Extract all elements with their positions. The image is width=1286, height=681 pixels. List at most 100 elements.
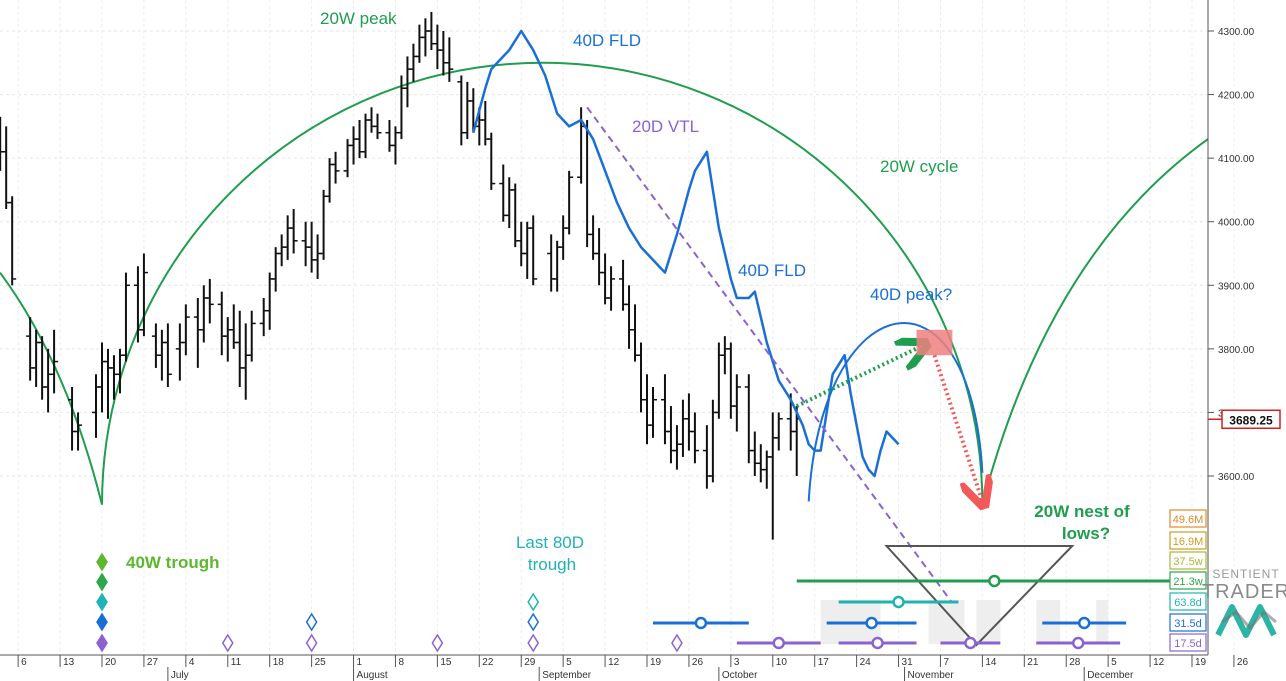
projection-arrow-up (795, 346, 923, 408)
date-tick-label: 7 (943, 657, 949, 668)
period-label: 21.3w (1173, 576, 1202, 588)
date-tick-label: 28 (1069, 657, 1081, 668)
price-bars (0, 11, 801, 540)
month-tick-label: October (722, 670, 758, 681)
period-box (1169, 551, 1207, 570)
date-tick-label: 31 (902, 657, 914, 668)
date-tick-label: 12 (608, 657, 620, 668)
date-tick-label: 29 (524, 657, 536, 668)
date-tick-label: 17 (818, 657, 830, 668)
period-box (1169, 531, 1207, 550)
period-label: 31.5d (1174, 618, 1202, 630)
projection-arrows (795, 329, 1075, 647)
date-tick-label: 5 (566, 657, 572, 668)
period-label: 49.6M (1173, 514, 1204, 526)
date-tick-label: 1 (357, 657, 363, 668)
date-tick-label: 12 (1153, 657, 1165, 668)
date-tick-label: 26 (692, 657, 704, 668)
month-tick-label: September (542, 670, 592, 681)
label-20d-vtl: 20D VTL (632, 117, 699, 136)
period-label: 17.5d (1174, 638, 1202, 650)
date-tick-label: 19 (1195, 657, 1207, 668)
date-tick-label: 25 (315, 657, 327, 668)
date-tick-label: 4 (189, 657, 195, 668)
trough-marker-20w (96, 572, 108, 592)
range-21w-center (988, 574, 1001, 588)
cycle-20w-arc-right (981, 138, 1209, 505)
label-40w-trough: 40W trough (126, 553, 220, 572)
price-tick-label: 3800.00 (1218, 345, 1255, 356)
period-label: 16.9M (1173, 536, 1204, 548)
cycle-arcs (0, 61, 1209, 505)
price-tick-label: 4000.00 (1218, 218, 1255, 229)
period-box (1169, 613, 1207, 632)
label-40d-fld-mid: 40D FLD (738, 261, 806, 280)
projection-target-box (916, 329, 953, 356)
price-tick-label: 4300.00 (1218, 27, 1255, 38)
projection-band (928, 600, 965, 644)
trough-marker-20d-hollow (221, 633, 234, 653)
label-nest-1: 20W nest of (1034, 502, 1130, 521)
period-box (1169, 633, 1207, 652)
range-31d-a-center (694, 616, 708, 630)
cycle-20w-arc-main (101, 61, 984, 505)
month-tick-label: December (1087, 670, 1134, 681)
price-axis: 3600.003700.003800.003900.004000.004100.… (1207, 0, 1281, 655)
trough-marker-20d (96, 633, 108, 653)
cycle-ranges: 49.6M 16.9M 37.5w 21.3w 63.8d 31.5d 17.5d (652, 509, 1207, 652)
price-tick-label: 3900.00 (1218, 281, 1255, 292)
label-20w-peak: 20W peak (320, 9, 397, 28)
date-tick-label: 24 (860, 657, 872, 668)
trough-marker-40w (96, 552, 108, 572)
brand-line2: TRADER (1202, 581, 1286, 603)
date-tick-label: 5 (1111, 657, 1117, 668)
label-last-80d-2: trough (528, 555, 576, 574)
trough-marker-hollow (527, 633, 540, 653)
date-tick-label: 8 (398, 657, 404, 668)
price-tick-label: 4200.00 (1218, 91, 1255, 102)
timing-triangle (884, 545, 1075, 647)
date-tick-label: 20 (105, 657, 117, 668)
period-box (1169, 509, 1207, 528)
trough-marker-40d-hollow (305, 612, 318, 632)
label-40d-fld-top: 40D FLD (573, 31, 641, 50)
current-price-label: 3689.25 (1229, 413, 1273, 427)
date-tick-label: 3 (734, 657, 740, 668)
month-tick-label: July (171, 670, 189, 681)
logo-wave-icon-2 (1221, 610, 1277, 630)
projection-band (976, 600, 1001, 644)
trough-marker-80d (96, 592, 108, 612)
label-last-80d-1: Last 80D (516, 533, 584, 552)
range-63d-center (892, 595, 905, 609)
date-tick-label: 18 (273, 657, 285, 668)
date-tick-label: 6 (21, 657, 27, 668)
brand-line1: SENTIENT (1212, 567, 1279, 581)
month-tick-label: November (908, 670, 955, 681)
month-tick-label: August (357, 670, 388, 681)
trough-marker-20d-hollow (671, 633, 683, 653)
cycle-20w-arc-left (0, 271, 103, 505)
cycle-40d-peak-arc (807, 322, 984, 502)
logo-wave-icon (1215, 604, 1277, 638)
projection-arrow-down (932, 354, 982, 501)
current-price-box (1221, 409, 1281, 430)
fld-40d-line (472, 29, 900, 478)
grid (0, 0, 1235, 655)
trough-marker-40d (96, 612, 108, 632)
label-nest-2: lows? (1062, 524, 1110, 543)
range-31d-c-center (1077, 616, 1091, 630)
time-axis: 6 13 20 27 4 11 18 25 1 8 15 22 29 5 12 19 26 3 10 17 24 31 7 1… (0, 654, 1249, 681)
period-box (1169, 592, 1207, 611)
date-tick-label: 13 (63, 657, 75, 668)
range-17d-c-center (964, 636, 977, 650)
date-tick-label: 26 (1237, 657, 1249, 668)
range-31d-b-center (865, 616, 878, 630)
date-tick-label: 19 (650, 657, 662, 668)
period-label: 63.8d (1174, 597, 1202, 609)
range-17d-b-center (871, 636, 884, 650)
trough-marker-hollow (527, 612, 540, 632)
range-17d-d-center (1071, 636, 1085, 650)
cycle-markers (96, 552, 683, 653)
label-20w-cycle: 20W cycle (880, 157, 958, 176)
